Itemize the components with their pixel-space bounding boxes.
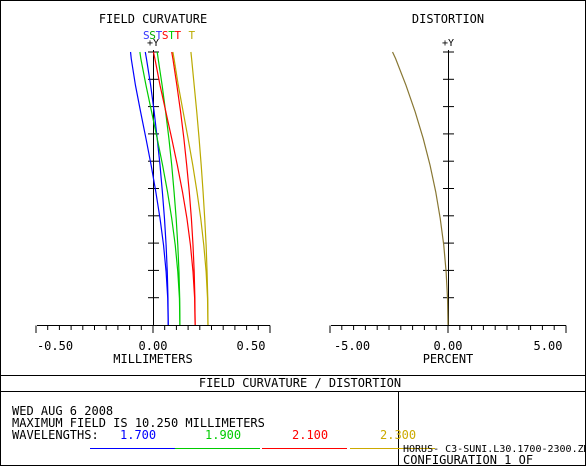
file-name-text: HORUS- C3-SUNI.L30.1700-2300.ZM (403, 444, 586, 455)
distortion-axes (329, 50, 567, 333)
fc-curve-2.100-s (171, 51, 196, 326)
distortion-title: DISTORTION (412, 12, 484, 26)
footer-title: FIELD CURVATURE / DISTORTION (199, 376, 401, 390)
field-curvature-curves (129, 51, 209, 326)
wavelength-1.700: 1.700 (120, 428, 156, 442)
fc-xtick-label-max: 0.50 (237, 339, 266, 353)
dist-xtick-label-zero: 0.00 (434, 339, 463, 353)
fc-curve-2.300-s (190, 51, 209, 326)
dist-xtick-label-max: 5.00 (534, 339, 563, 353)
fc-curve-1.900-s (156, 51, 181, 326)
legend-letter-t: T (156, 29, 163, 42)
wavelength-2.100: 2.100 (292, 428, 328, 442)
legend-letter-s: S (162, 29, 169, 42)
distortion-y-axis-label: +Y (442, 38, 454, 49)
fc-curve-2.100-t (152, 51, 196, 326)
legend-letter-t: T (168, 29, 175, 42)
configuration-text: CONFIGURATION 1 OF (403, 453, 533, 466)
fc-curve-1.700-t (129, 51, 169, 326)
wavelength-1.900: 1.900 (205, 428, 241, 442)
dist-curve (391, 51, 449, 326)
fc-curve-2.300-t (172, 51, 209, 326)
legend-letter-t: T (189, 29, 196, 42)
legend-letter-s: S (149, 29, 156, 42)
distortion-curves (391, 51, 449, 326)
distortion-x-axis-label: PERCENT (423, 352, 474, 366)
fc-curve-1.700-s (144, 51, 169, 326)
legend-letter-s: S (143, 29, 150, 42)
wavelengths-label: WAVELENGTHS: (12, 428, 99, 442)
dist-xtick-label-min: -5.00 (334, 339, 370, 353)
field-curvature-title: FIELD CURVATURE (99, 12, 207, 26)
field-curvature-axes (35, 50, 271, 333)
fc-curve-1.900-t (139, 51, 181, 326)
wavelength-legend: 1.700 1.900 2.100 2.300 (90, 428, 435, 449)
fc-xtick-label-min: -0.50 (37, 339, 73, 353)
wavelength-2.300: 2.300 (380, 428, 416, 442)
field-curvature-y-axis-label: +Y (147, 38, 159, 49)
legend-letter-t: T (175, 29, 182, 42)
max-field-text: MAXIMUM FIELD IS 10.250 MILLIMETERS (12, 416, 265, 430)
date-text: WED AUG 6 2008 (12, 404, 113, 418)
fc-xtick-label-zero: 0.00 (139, 339, 168, 353)
field-curvature-x-axis-label: MILLIMETERS (113, 352, 192, 366)
